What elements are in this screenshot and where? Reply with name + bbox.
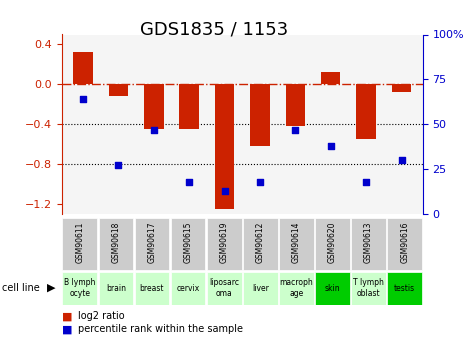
- Text: liver: liver: [252, 284, 269, 293]
- FancyBboxPatch shape: [388, 272, 422, 305]
- Text: T lymph
oblast: T lymph oblast: [353, 278, 384, 298]
- Text: GDS1835 / 1153: GDS1835 / 1153: [140, 21, 288, 39]
- Point: [256, 179, 264, 184]
- Text: percentile rank within the sample: percentile rank within the sample: [78, 325, 243, 334]
- Text: liposarc
oma: liposarc oma: [209, 278, 239, 298]
- Text: ■: ■: [62, 325, 72, 334]
- Text: ▶: ▶: [47, 283, 55, 293]
- FancyBboxPatch shape: [135, 272, 169, 305]
- Bar: [250, 84, 270, 146]
- Text: breast: breast: [140, 284, 164, 293]
- Text: GSM90614: GSM90614: [292, 221, 301, 263]
- Text: brain: brain: [106, 284, 126, 293]
- FancyBboxPatch shape: [388, 218, 422, 270]
- Bar: [109, 84, 128, 96]
- Point: [221, 188, 228, 193]
- Text: GSM90613: GSM90613: [364, 221, 373, 263]
- Point: [362, 179, 370, 184]
- FancyBboxPatch shape: [207, 218, 241, 270]
- FancyBboxPatch shape: [171, 218, 205, 270]
- Bar: [215, 84, 234, 209]
- FancyBboxPatch shape: [63, 272, 97, 305]
- FancyBboxPatch shape: [207, 272, 241, 305]
- Point: [327, 143, 334, 148]
- Bar: [180, 84, 199, 129]
- FancyBboxPatch shape: [315, 218, 350, 270]
- Text: log2 ratio: log2 ratio: [78, 312, 125, 321]
- Text: GSM90620: GSM90620: [328, 221, 337, 263]
- Text: cervix: cervix: [177, 284, 199, 293]
- FancyBboxPatch shape: [99, 272, 133, 305]
- FancyBboxPatch shape: [63, 218, 97, 270]
- Text: B lymph
ocyte: B lymph ocyte: [64, 278, 95, 298]
- Text: GSM90617: GSM90617: [148, 221, 156, 263]
- Text: GSM90616: GSM90616: [400, 221, 409, 263]
- Bar: [73, 52, 93, 84]
- FancyBboxPatch shape: [135, 218, 169, 270]
- FancyBboxPatch shape: [99, 218, 133, 270]
- FancyBboxPatch shape: [243, 218, 277, 270]
- FancyBboxPatch shape: [243, 272, 277, 305]
- Text: cell line: cell line: [2, 283, 40, 293]
- Bar: [144, 84, 163, 129]
- Point: [114, 163, 122, 168]
- FancyBboxPatch shape: [352, 218, 386, 270]
- Text: ■: ■: [62, 312, 72, 321]
- Point: [79, 96, 87, 102]
- FancyBboxPatch shape: [279, 272, 314, 305]
- Text: macroph
age: macroph age: [279, 278, 314, 298]
- Point: [292, 127, 299, 132]
- Bar: [321, 72, 341, 84]
- Text: GSM90611: GSM90611: [76, 221, 84, 263]
- Bar: [392, 84, 411, 92]
- FancyBboxPatch shape: [315, 272, 350, 305]
- FancyBboxPatch shape: [171, 272, 205, 305]
- Point: [185, 179, 193, 184]
- Point: [398, 157, 405, 163]
- FancyBboxPatch shape: [279, 218, 314, 270]
- Point: [150, 127, 158, 132]
- Text: GSM90615: GSM90615: [184, 221, 192, 263]
- Text: GSM90612: GSM90612: [256, 221, 265, 263]
- Text: skin: skin: [325, 284, 340, 293]
- FancyBboxPatch shape: [352, 272, 386, 305]
- Text: GSM90619: GSM90619: [220, 221, 228, 263]
- Text: GSM90618: GSM90618: [112, 221, 120, 263]
- Text: testis: testis: [394, 284, 415, 293]
- Bar: [356, 84, 376, 139]
- Bar: [285, 84, 305, 126]
